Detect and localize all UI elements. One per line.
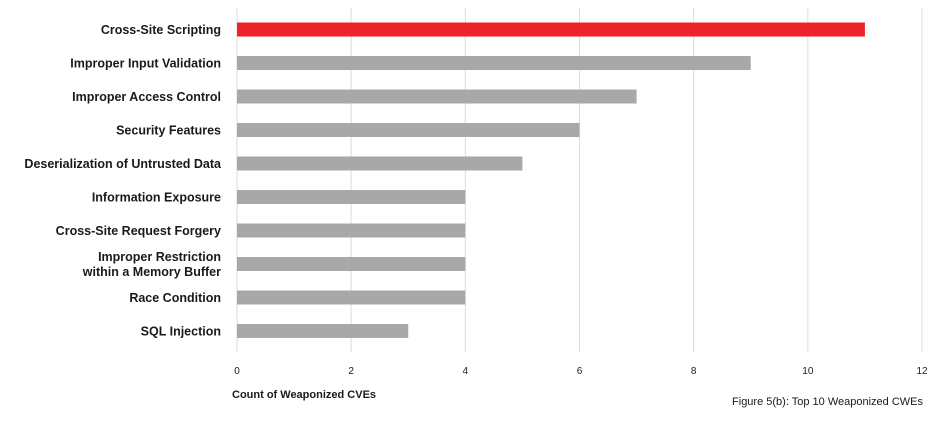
x-tick-label: 6 — [577, 366, 583, 377]
category-label: Race Condition — [129, 291, 221, 305]
bars — [237, 22, 865, 338]
x-tick-labels: 0 2 4 6 8 10 12 — [234, 366, 928, 377]
x-axis-label: Count of Weaponized CVEs — [232, 389, 377, 401]
category-label: SQL Injection — [141, 325, 221, 339]
x-tick-label: 4 — [463, 366, 469, 377]
figure-caption: Figure 5(b): Top 10 Weaponized CWEs — [732, 396, 923, 408]
bar — [237, 223, 466, 238]
bar — [237, 190, 466, 204]
category-label: Deserialization of Untrusted Data — [24, 157, 222, 171]
category-label: Improper Access Control — [72, 90, 221, 104]
bar — [237, 324, 409, 338]
bar — [237, 89, 637, 104]
category-labels: Cross-Site Scripting Improper Input Valid… — [24, 23, 222, 339]
x-tick-label: 10 — [802, 366, 814, 377]
bar — [237, 22, 865, 37]
bar — [237, 290, 466, 305]
category-label: Improper Restriction — [98, 250, 221, 264]
bar — [237, 56, 751, 70]
category-label: Security Features — [116, 124, 221, 138]
bar — [237, 123, 580, 137]
x-tick-label: 12 — [916, 366, 928, 377]
bar — [237, 257, 466, 271]
category-label: within a Memory Buffer — [82, 265, 221, 279]
x-tick-label: 2 — [348, 366, 354, 377]
x-tick-label: 0 — [234, 366, 240, 377]
category-label: Cross-Site Scripting — [101, 23, 221, 37]
category-label: Information Exposure — [92, 191, 221, 205]
category-label: Cross-Site Request Forgery — [56, 224, 221, 238]
category-label: Improper Input Validation — [70, 57, 221, 71]
x-tick-label: 8 — [691, 366, 697, 377]
bar — [237, 156, 523, 171]
